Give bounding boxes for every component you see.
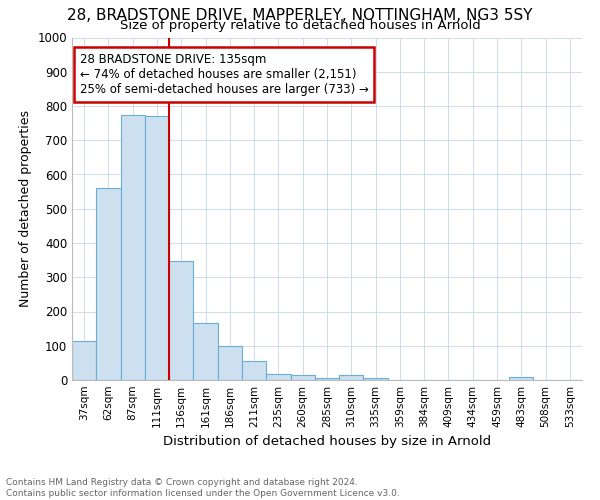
- Bar: [121, 114, 145, 380]
- Bar: [290, 375, 315, 380]
- Text: 28 BRADSTONE DRIVE: 135sqm
← 74% of detached houses are smaller (2,151)
25% of s: 28 BRADSTONE DRIVE: 135sqm ← 74% of deta…: [80, 53, 368, 96]
- Text: Contains HM Land Registry data © Crown copyright and database right 2024.
Contai: Contains HM Land Registry data © Crown c…: [6, 478, 400, 498]
- Bar: [266, 374, 290, 380]
- Bar: [218, 346, 242, 380]
- Bar: [145, 116, 169, 380]
- Bar: [339, 375, 364, 380]
- Bar: [364, 378, 388, 380]
- Bar: [242, 361, 266, 380]
- Bar: [509, 376, 533, 380]
- Text: Size of property relative to detached houses in Arnold: Size of property relative to detached ho…: [119, 18, 481, 32]
- Y-axis label: Number of detached properties: Number of detached properties: [19, 110, 32, 307]
- Bar: [96, 188, 121, 380]
- Bar: [193, 324, 218, 380]
- Bar: [169, 261, 193, 380]
- Bar: [315, 378, 339, 380]
- Text: 28, BRADSTONE DRIVE, MAPPERLEY, NOTTINGHAM, NG3 5SY: 28, BRADSTONE DRIVE, MAPPERLEY, NOTTINGH…: [67, 8, 533, 22]
- Bar: [72, 342, 96, 380]
- X-axis label: Distribution of detached houses by size in Arnold: Distribution of detached houses by size …: [163, 436, 491, 448]
